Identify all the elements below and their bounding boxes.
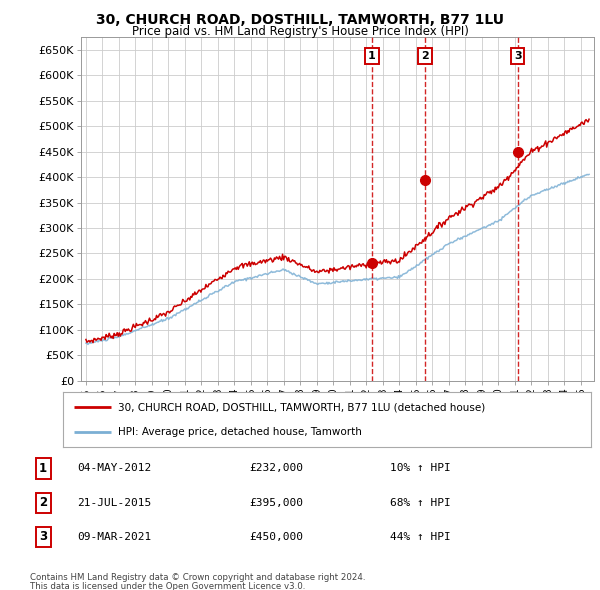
Text: 1: 1 [368, 51, 376, 61]
Text: 44% ↑ HPI: 44% ↑ HPI [389, 532, 451, 542]
Text: 21-JUL-2015: 21-JUL-2015 [77, 498, 151, 507]
Text: £395,000: £395,000 [249, 498, 303, 507]
Text: 09-MAR-2021: 09-MAR-2021 [77, 532, 151, 542]
Text: £232,000: £232,000 [249, 464, 303, 473]
Text: Price paid vs. HM Land Registry's House Price Index (HPI): Price paid vs. HM Land Registry's House … [131, 25, 469, 38]
Text: 3: 3 [514, 51, 521, 61]
Text: HPI: Average price, detached house, Tamworth: HPI: Average price, detached house, Tamw… [118, 427, 362, 437]
Text: This data is licensed under the Open Government Licence v3.0.: This data is licensed under the Open Gov… [30, 582, 305, 590]
Text: 30, CHURCH ROAD, DOSTHILL, TAMWORTH, B77 1LU: 30, CHURCH ROAD, DOSTHILL, TAMWORTH, B77… [96, 13, 504, 27]
Text: 2: 2 [39, 496, 47, 509]
Text: £450,000: £450,000 [249, 532, 303, 542]
Text: Contains HM Land Registry data © Crown copyright and database right 2024.: Contains HM Land Registry data © Crown c… [30, 573, 365, 582]
Text: 3: 3 [39, 530, 47, 543]
Text: 30, CHURCH ROAD, DOSTHILL, TAMWORTH, B77 1LU (detached house): 30, CHURCH ROAD, DOSTHILL, TAMWORTH, B77… [118, 402, 485, 412]
Text: 68% ↑ HPI: 68% ↑ HPI [389, 498, 451, 507]
Text: 10% ↑ HPI: 10% ↑ HPI [389, 464, 451, 473]
Text: 1: 1 [39, 462, 47, 475]
Text: 04-MAY-2012: 04-MAY-2012 [77, 464, 151, 473]
Text: 2: 2 [421, 51, 429, 61]
